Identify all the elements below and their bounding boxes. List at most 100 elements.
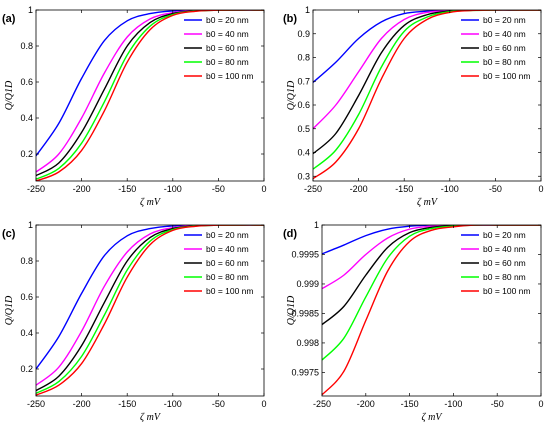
x-axis-label: ζ mV	[422, 412, 444, 423]
y-tick-label: 0.9	[297, 29, 310, 39]
legend-entry: b0 = 80 nm	[206, 57, 249, 67]
x-tick-label: -200	[73, 399, 91, 409]
series-line-1	[322, 225, 541, 255]
series-line-2	[36, 225, 264, 386]
x-tick-label: -200	[357, 399, 375, 409]
series-line-5	[313, 10, 541, 180]
x-tick-label: 0	[538, 184, 543, 194]
x-tick-label: 0	[261, 399, 266, 409]
x-axis-label: ζ mV	[140, 197, 162, 208]
y-tick-label: 0.4	[20, 328, 33, 338]
legend-entry: b0 = 100 nm	[483, 286, 531, 296]
legend-entry: b0 = 100 nm	[206, 71, 254, 81]
x-tick-label: -50	[491, 399, 504, 409]
legend-entry: b0 = 40 nm	[483, 244, 526, 254]
series-line-2	[36, 10, 264, 173]
series-line-1	[313, 10, 541, 83]
series-line-2	[313, 10, 541, 130]
y-tick-label: 0.8	[297, 53, 310, 63]
x-tick-label: -200	[73, 184, 91, 194]
x-tick-label: -100	[164, 399, 182, 409]
series-line-1	[36, 10, 264, 157]
series-line-5	[322, 225, 541, 396]
panel-label: (b)	[283, 13, 297, 25]
x-tick-label: -150	[395, 184, 413, 194]
legend-entry: b0 = 60 nm	[483, 43, 526, 53]
y-tick-label: 0.2	[20, 149, 33, 159]
panel-label: (d)	[283, 228, 297, 240]
legend-entry: b0 = 80 nm	[483, 272, 526, 282]
x-tick-label: -250	[304, 184, 322, 194]
series-line-4	[322, 225, 541, 361]
chart-panel-d: -250 -200 -150 -100 -50 0 0.9975 0.998 0.9985 0.9…	[283, 220, 544, 423]
x-tick-label: -200	[350, 184, 368, 194]
series-line-2	[322, 225, 541, 290]
legend-entry: b0 = 20 nm	[206, 230, 249, 240]
x-tick-label: 0	[538, 399, 543, 409]
legend-entry: b0 = 100 nm	[206, 286, 254, 296]
plot-frame	[321, 224, 542, 397]
x-tick-label: -250	[313, 399, 331, 409]
y-tick-label: 1	[305, 5, 310, 15]
y-tick-label: 0.9985	[291, 308, 319, 318]
legend-entry: b0 = 100 nm	[483, 71, 531, 81]
series-line-1	[36, 225, 264, 370]
y-axis-label: Q/Q1D	[4, 80, 15, 110]
y-tick-label: 0.998	[296, 338, 319, 348]
x-tick-label: -100	[444, 399, 462, 409]
x-tick-label: -150	[401, 399, 419, 409]
y-axis-label: Q/Q1D	[286, 80, 297, 110]
series-line-4	[313, 10, 541, 170]
legend-entry: b0 = 80 nm	[483, 57, 526, 67]
x-tick-label: -250	[27, 184, 45, 194]
y-tick-label: 0.6	[297, 100, 310, 110]
y-tick-label: 0.9975	[291, 367, 319, 377]
legend-entry: b0 = 40 nm	[206, 29, 249, 39]
y-tick-label: 0.9995	[291, 249, 319, 259]
x-tick-label: -100	[441, 184, 459, 194]
chart-panel-c: -250 -200 -150 -100 -50 0 0.2 0.4 0.6 0.8 1 (c) ζ mV…	[2, 220, 267, 423]
legend-entry: b0 = 60 nm	[206, 258, 249, 268]
y-tick-label: 0.8	[20, 41, 33, 51]
plot-frame	[35, 9, 265, 182]
y-axis-label: Q/Q1D	[286, 295, 297, 325]
legend-entry: b0 = 20 nm	[483, 15, 526, 25]
panel-label: (a)	[2, 13, 16, 25]
x-tick-label: -50	[212, 184, 225, 194]
y-tick-label: 1	[28, 5, 33, 15]
y-tick-label: 0.5	[297, 124, 310, 134]
chart-panel-b: -250 -200 -150 -100 -50 0 0.3 0.4 0.5 0.6 0.7 0.8 0.…	[283, 5, 544, 208]
y-tick-label: 1	[28, 220, 33, 230]
legend-entry: b0 = 20 nm	[483, 230, 526, 240]
chart-panel-a: -250 -200 -150 -100 -50 0 0.2 0.4 0.6 0.8 1 (a) ζ mV…	[2, 5, 267, 208]
y-tick-label: 0.999	[296, 279, 319, 289]
y-tick-label: 0.4	[20, 113, 33, 123]
y-tick-label: 0.6	[20, 292, 33, 302]
x-tick-label: -50	[212, 399, 225, 409]
x-tick-label: -250	[27, 399, 45, 409]
x-axis-label: ζ mV	[140, 412, 162, 423]
series-line-3	[313, 10, 541, 155]
legend-entry: b0 = 60 nm	[483, 258, 526, 268]
legend-entry: b0 = 40 nm	[206, 244, 249, 254]
y-tick-label: 0.8	[20, 256, 33, 266]
y-tick-label: 0.4	[297, 148, 310, 158]
x-tick-label: -150	[118, 184, 136, 194]
panel-label: (c)	[2, 228, 16, 240]
y-tick-label: 0.3	[297, 171, 310, 181]
x-tick-label: 0	[261, 184, 266, 194]
y-axis-label: Q/Q1D	[4, 295, 15, 325]
plot-frame	[312, 9, 542, 182]
legend-entry: b0 = 20 nm	[206, 15, 249, 25]
y-tick-label: 0.2	[20, 364, 33, 374]
legend-entry: b0 = 80 nm	[206, 272, 249, 282]
y-tick-label: 0.6	[20, 77, 33, 87]
x-tick-label: -150	[118, 399, 136, 409]
series-line-3	[322, 225, 541, 326]
legend-entry: b0 = 40 nm	[483, 29, 526, 39]
y-tick-label: 0.7	[297, 76, 310, 86]
x-tick-label: -50	[489, 184, 502, 194]
x-axis-label: ζ mV	[417, 197, 439, 208]
legend-entry: b0 = 60 nm	[206, 43, 249, 53]
